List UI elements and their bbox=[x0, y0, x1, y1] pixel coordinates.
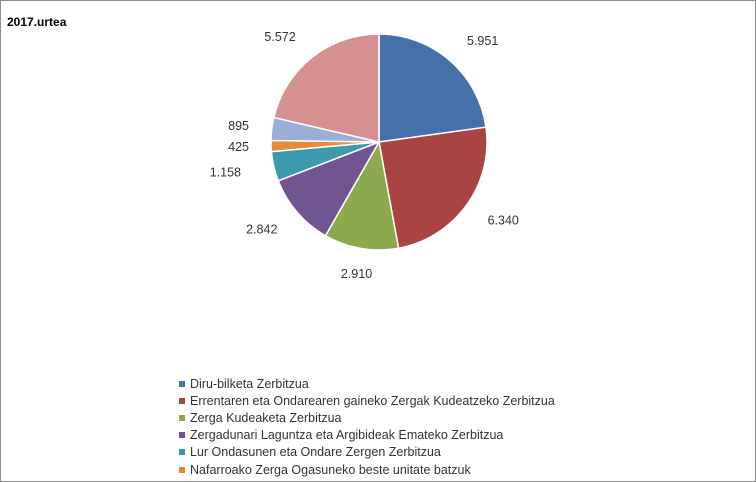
legend-swatch bbox=[179, 414, 185, 421]
slice-data-label: 2.842 bbox=[246, 222, 277, 236]
pie-slice bbox=[324, 139, 400, 251]
legend-swatch bbox=[179, 466, 185, 473]
slice-data-label: 895 bbox=[228, 119, 249, 133]
slice-data-label: 6.340 bbox=[488, 214, 519, 228]
slice-data-label: 2.910 bbox=[341, 267, 372, 281]
chart-title: 2017.urtea bbox=[7, 15, 67, 29]
pie-slice bbox=[272, 33, 380, 143]
legend-item: Lur Ondasunen eta Ondare Zergen Zerbitzu… bbox=[179, 444, 555, 461]
legend-swatch bbox=[179, 397, 185, 404]
legend-swatch bbox=[179, 449, 185, 456]
slice-data-label: 1.158 bbox=[210, 165, 241, 179]
legend-swatch bbox=[179, 380, 185, 387]
pie-slice bbox=[277, 140, 381, 237]
legend-label: Diru-bilketa Zerbitzua bbox=[190, 376, 309, 391]
pie-slice bbox=[378, 33, 487, 143]
legend-label: Nafarroako Zerga Ogasuneko beste unitate… bbox=[190, 462, 471, 477]
legend-item: Zergadunari Laguntza eta Argibideak Emat… bbox=[179, 427, 555, 444]
legend-item: Nafarroako Zerga Ogasuneko beste unitate… bbox=[179, 461, 555, 478]
legend-label: Zerga Kudeaketa Zerbitzua bbox=[190, 410, 342, 425]
legend-label: Lur Ondasunen eta Ondare Zergen Zerbitzu… bbox=[190, 445, 441, 460]
legend-item: Zerga Kudeaketa Zerbitzua bbox=[179, 409, 555, 426]
legend-item: Errentaren eta Ondarearen gaineko Zergak… bbox=[179, 392, 555, 409]
slice-data-label: 5.572 bbox=[264, 30, 295, 44]
legend-item: Diru-bilketa Zerbitzua bbox=[179, 375, 555, 392]
legend: Diru-bilketa Zerbitzua Errentaren eta Ond… bbox=[179, 375, 555, 478]
legend-swatch bbox=[179, 432, 185, 439]
slice-data-label: 5.951 bbox=[467, 34, 498, 48]
slice-data-label: 425 bbox=[228, 140, 249, 154]
legend-label: Errentaren eta Ondarearen gaineko Zergak… bbox=[190, 393, 555, 408]
pie-slice bbox=[378, 126, 488, 250]
legend-label: Zergadunari Laguntza eta Argibideak Emat… bbox=[190, 428, 504, 443]
